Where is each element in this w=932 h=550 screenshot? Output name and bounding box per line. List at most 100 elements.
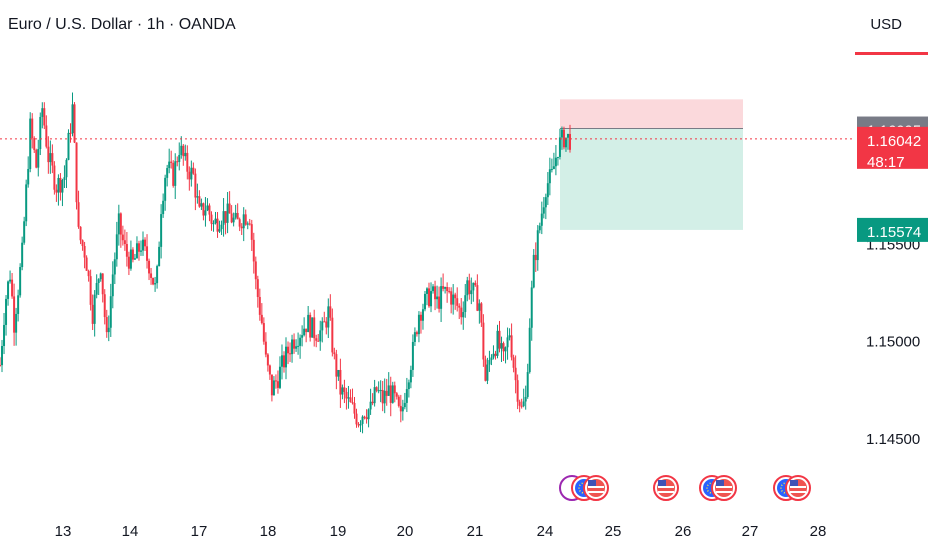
candle-body xyxy=(498,330,501,349)
candle-body xyxy=(321,321,324,331)
candle-body xyxy=(417,314,420,335)
candle-body xyxy=(395,393,398,397)
candle-body xyxy=(413,332,416,342)
candle-body xyxy=(204,210,207,216)
candle-body xyxy=(172,163,175,186)
candle-body xyxy=(160,214,163,247)
candle-body xyxy=(458,305,461,308)
candle-body xyxy=(542,207,545,214)
candle-body xyxy=(534,254,537,261)
candle-body xyxy=(496,330,499,356)
candle-body xyxy=(156,266,159,284)
candle-body xyxy=(69,132,72,134)
candle-body xyxy=(47,146,50,163)
candle-body xyxy=(25,184,28,222)
candle-body xyxy=(506,337,509,348)
candle-body xyxy=(442,286,445,289)
candle-body xyxy=(480,303,483,323)
candle-body xyxy=(131,249,134,260)
candle-body xyxy=(482,322,485,360)
candle-body xyxy=(494,353,497,356)
candle-body xyxy=(446,286,449,292)
candle-body xyxy=(55,189,58,193)
candle-body xyxy=(472,282,475,291)
x-tick-label: 28 xyxy=(810,523,827,540)
candle-body xyxy=(552,166,555,170)
candle-body xyxy=(109,296,112,328)
candle-body xyxy=(385,390,388,396)
candle-body xyxy=(264,341,267,355)
candle-body xyxy=(7,281,10,299)
candle-body xyxy=(59,177,62,193)
us-flag-icon[interactable] xyxy=(653,475,679,501)
candle-body xyxy=(450,291,453,305)
candle-body xyxy=(391,385,394,403)
candle-body xyxy=(343,387,346,392)
candle-body xyxy=(484,359,487,381)
candle-body xyxy=(182,145,185,157)
candle-body xyxy=(367,409,370,420)
candle-body xyxy=(119,213,122,235)
candle-body xyxy=(95,283,98,295)
candle-body xyxy=(73,104,76,143)
candle-body xyxy=(297,345,300,347)
candle-body xyxy=(208,205,211,215)
candle-body xyxy=(566,133,569,138)
stop-loss-zone[interactable] xyxy=(560,99,743,129)
us-flag-icon[interactable] xyxy=(583,475,609,501)
y-tick-label: 1.14500 xyxy=(866,431,920,448)
candle-body xyxy=(317,340,320,342)
candle-body xyxy=(466,280,469,296)
candle-body xyxy=(180,145,183,155)
candle-body xyxy=(190,167,193,180)
candle-body xyxy=(419,314,422,321)
candle-body xyxy=(21,242,24,268)
candle-body xyxy=(526,372,529,397)
candle-body xyxy=(423,293,426,310)
candle-body xyxy=(93,294,96,324)
candle-body xyxy=(387,385,390,396)
candle-body xyxy=(301,335,304,338)
candle-body xyxy=(488,360,491,365)
candle-body xyxy=(510,335,513,358)
us-flag-icon[interactable] xyxy=(711,475,737,501)
candle-body xyxy=(464,295,467,313)
candle-body xyxy=(39,116,42,150)
candle-body xyxy=(270,374,273,396)
candle-body xyxy=(228,203,231,214)
x-tick-label: 26 xyxy=(675,523,692,540)
candle-body xyxy=(379,389,382,391)
candle-body xyxy=(323,321,326,323)
candle-body xyxy=(168,161,171,169)
candle-body xyxy=(170,161,173,164)
candle-body xyxy=(476,285,479,311)
us-flag-icon[interactable] xyxy=(785,475,811,501)
candle-body xyxy=(29,118,32,169)
candle-body xyxy=(448,291,451,293)
candle-body xyxy=(530,287,533,328)
candle-body xyxy=(556,156,559,158)
candle-body xyxy=(508,335,511,338)
candle-body xyxy=(558,137,561,157)
candle-body xyxy=(117,213,120,235)
candle-body xyxy=(15,313,18,333)
candle-body xyxy=(186,152,189,172)
candle-body xyxy=(502,343,505,352)
x-tick-label: 24 xyxy=(537,523,554,540)
take-profit-zone[interactable] xyxy=(560,128,743,230)
candle-body xyxy=(224,211,227,223)
candle-body xyxy=(440,286,443,309)
x-tick-label: 13 xyxy=(55,523,72,540)
candle-body xyxy=(373,387,376,404)
x-tick-label: 18 xyxy=(260,523,277,540)
candle-body xyxy=(337,369,340,377)
candle-body xyxy=(550,169,553,171)
candle-body xyxy=(359,423,362,426)
x-tick-label: 25 xyxy=(605,523,622,540)
candle-body xyxy=(1,346,4,366)
candle-body xyxy=(444,286,447,289)
candle-body xyxy=(532,254,535,288)
currency-label[interactable]: USD xyxy=(870,16,902,33)
